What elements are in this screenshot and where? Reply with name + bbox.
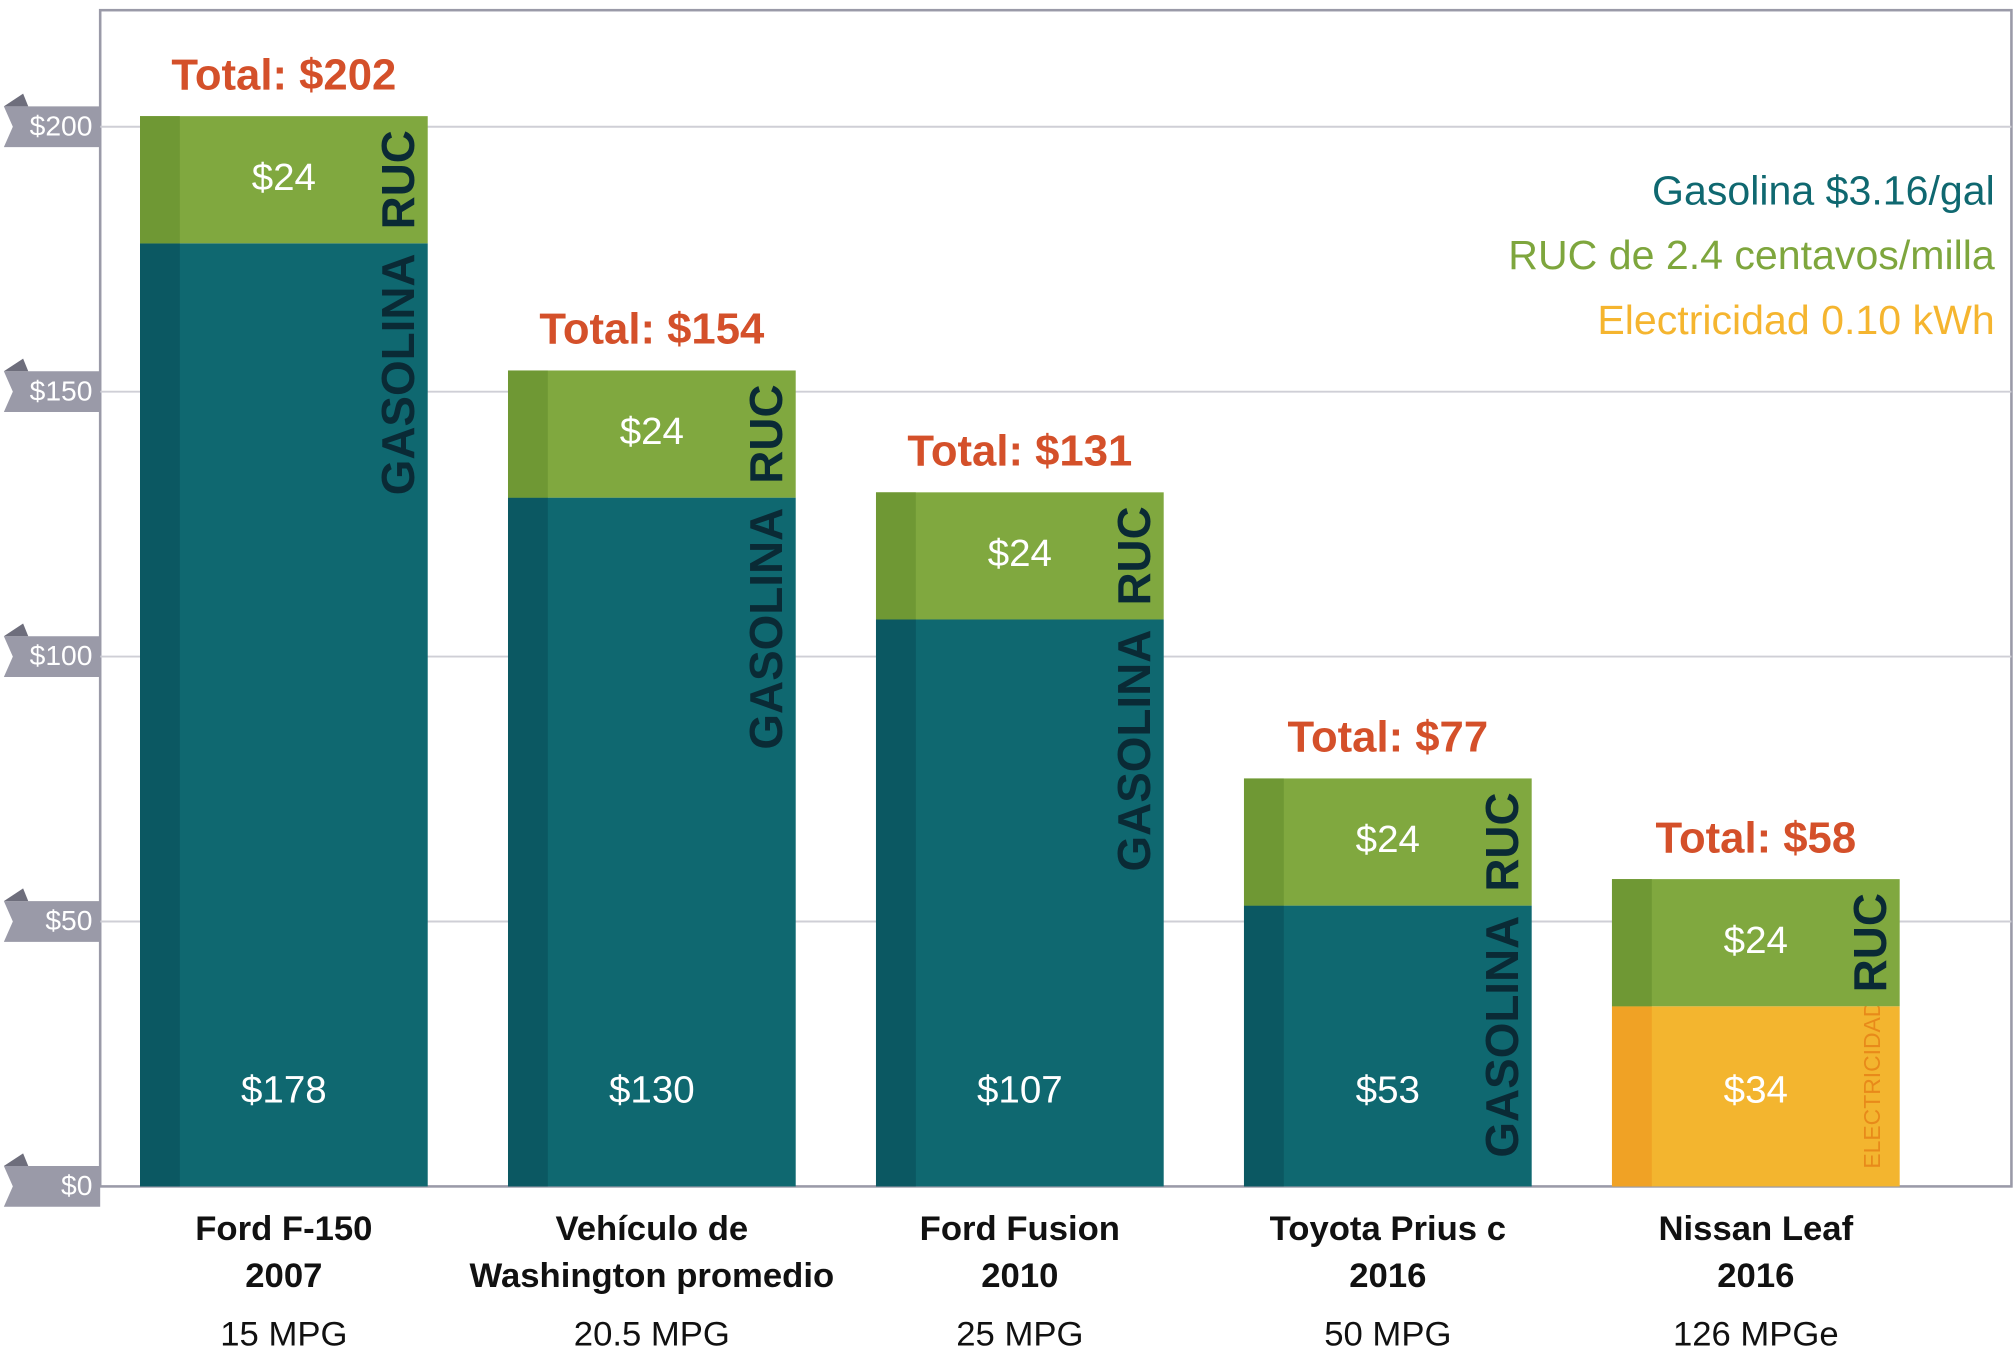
y-tick-notch [3,93,29,107]
segment-label: RUC [1476,792,1528,891]
value-label: $107 [977,1068,1063,1111]
x-tick-note: 126 MPGe [1673,1316,1839,1354]
x-tick-label: Nissan Leaf [1659,1210,1854,1248]
y-tick-label: $50 [45,905,92,936]
x-tick-label: 2010 [981,1257,1058,1295]
y-tick-label: $150 [30,375,93,406]
bar-segment-edge [140,116,180,244]
x-tick-note: 20.5 MPG [574,1316,730,1354]
x-tick-label: Toyota Prius c [1270,1210,1506,1248]
segment-label: GASOLINA [1108,630,1160,872]
bar-segment [507,497,796,1187]
segment-label: RUC [372,130,424,229]
bar-segment-edge [507,370,548,498]
y-tick-tag [3,636,101,677]
bar-segment-edge [1611,879,1652,1007]
bar-segment-edge [507,497,548,1187]
value-label: $34 [1724,1068,1788,1111]
value-label: $53 [1356,1068,1420,1111]
value-label: $24 [252,156,316,199]
x-tick-label: 2016 [1717,1257,1794,1295]
x-tick-label: 2016 [1349,1257,1426,1295]
x-tick-note: 50 MPG [1324,1316,1451,1354]
bar-segment [140,243,428,1187]
y-tick-tag [3,901,101,942]
bar-segment-edge [1243,778,1284,906]
segment-label: RUC [740,384,792,483]
y-tick-tag [3,1166,101,1207]
value-label: $24 [1356,818,1420,861]
bar-segment-edge [1611,1006,1652,1187]
y-tick-notch [3,1153,29,1167]
value-label: $178 [241,1068,327,1111]
bar-segment-edge [875,492,916,620]
bar-segment-edge [875,619,916,1187]
segment-label: GASOLINA [372,253,424,495]
x-tick-label: Washington promedio [470,1257,835,1295]
bar-segment [875,492,1164,620]
total-label: Total: $202 [171,52,396,100]
segment-label: RUC [1844,893,1896,992]
total-label: Total: $131 [907,428,1132,476]
y-tick-notch [3,623,29,637]
segment-label: RUC [1108,506,1160,605]
y-tick-label: $100 [30,640,93,671]
bar-segment [1611,879,1900,1007]
bar-segment-edge [140,243,180,1187]
total-label: Total: $77 [1288,714,1489,762]
y-tick-tag [3,371,101,413]
x-tick-label: Vehículo de [556,1210,749,1248]
y-tick-label: $0 [61,1170,92,1201]
y-tick-label: $200 [30,111,93,142]
value-label: $24 [988,532,1052,575]
segment-label: GASOLINA [740,508,792,750]
value-label: $24 [620,410,684,453]
bar-segment [507,370,796,498]
segment-label: GASOLINA [1476,916,1528,1158]
legend-entry: Gasolina $3.16/gal [1652,167,1995,213]
bar-segment [140,116,428,244]
y-tick-tag [3,106,101,148]
x-tick-label: Ford F-150 [195,1210,372,1248]
value-label: $130 [609,1068,695,1111]
total-label: Total: $154 [539,306,764,354]
legend-entry: Electricidad 0.10 kWh [1597,297,1994,343]
total-label: Total: $58 [1656,815,1857,863]
bar-segment [875,619,1164,1187]
bar-segment [1243,905,1532,1187]
y-tick-notch [3,358,29,372]
x-tick-note: 15 MPG [220,1316,347,1354]
x-tick-label: Ford Fusion [920,1210,1120,1248]
y-tick-notch [3,888,29,902]
legend-entry: RUC de 2.4 centavos/milla [1508,232,1995,278]
x-tick-note: 25 MPG [956,1316,1083,1354]
segment-label: ELECTRICIDAD [1859,1001,1885,1169]
bar-segment-edge [1243,905,1284,1187]
value-label: $24 [1724,919,1788,962]
bar-segment [1611,1006,1900,1187]
x-tick-label: 2007 [245,1257,322,1295]
bar-segment [1243,778,1532,906]
